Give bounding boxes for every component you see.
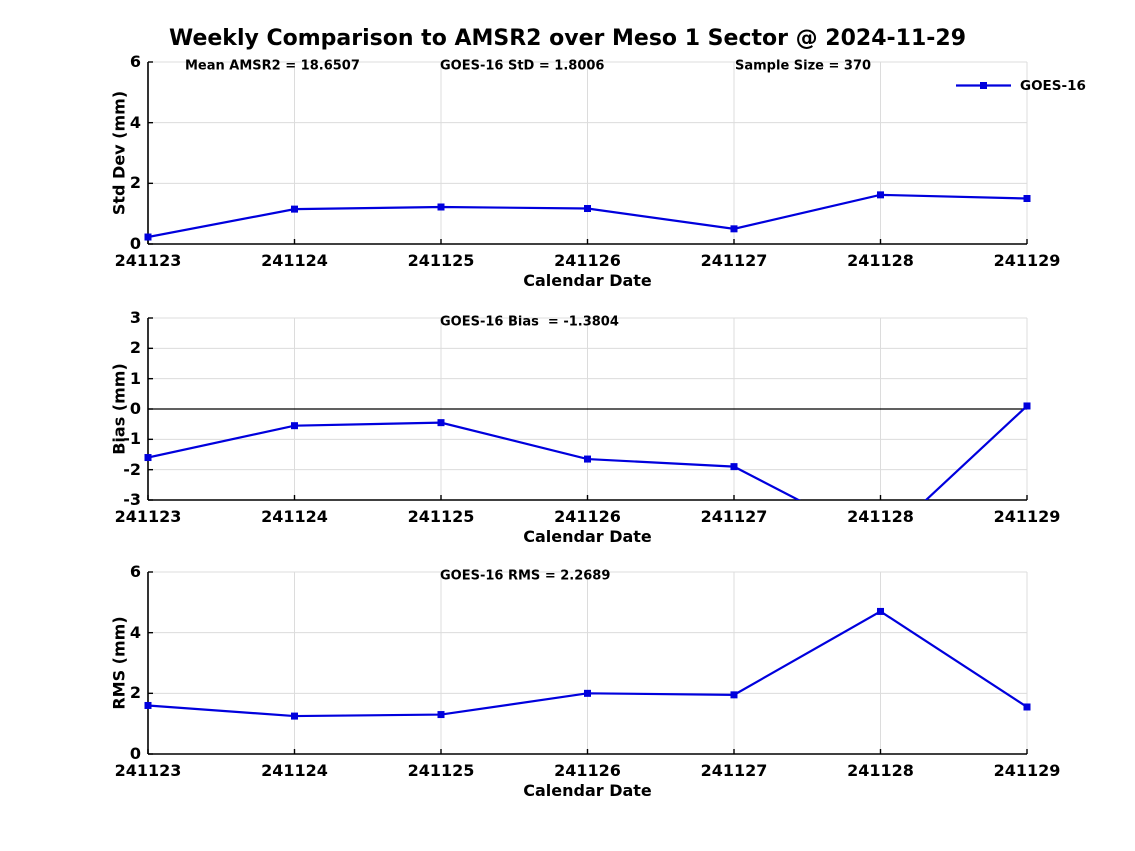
stddev-xtick-label: 241124 xyxy=(261,251,328,270)
rms-xtick-label: 241126 xyxy=(554,761,621,780)
stddev-annotation: Sample Size = 370 xyxy=(735,58,872,74)
legend-label: GOES-16 xyxy=(1020,77,1086,94)
bias-xtick-label: 241123 xyxy=(114,507,182,526)
bias-ytick-label: -2 xyxy=(123,459,141,479)
rms-ytick-label: 2 xyxy=(129,683,141,703)
stddev-xtick-label: 241126 xyxy=(554,251,621,270)
bias-xtick-label: 241129 xyxy=(993,507,1061,526)
legend-marker-sample xyxy=(980,82,987,89)
rms-data-markers xyxy=(144,607,1031,720)
bias-ylabel: Bias (mm) xyxy=(109,363,129,455)
legend xyxy=(956,82,1011,89)
stddev-xlabel: Calendar Date xyxy=(523,271,652,290)
bias-annotation: GOES-16 Bias = -1.3804 xyxy=(440,314,619,330)
stddev-ytick-label: 6 xyxy=(129,52,141,72)
figure-title: Weekly Comparison to AMSR2 over Meso 1 S… xyxy=(168,26,967,51)
stddev-xtick-label: 241129 xyxy=(993,251,1061,270)
bias-xtick-label: 241125 xyxy=(407,507,475,526)
stddev-ytick-label: 0 xyxy=(129,234,141,254)
stddev-annotation: Mean AMSR2 = 18.6507 xyxy=(185,58,360,74)
bias-xtick-label: 241124 xyxy=(261,507,328,526)
rms-xtick-label: 241129 xyxy=(993,761,1061,780)
bias-xtick-label: 241126 xyxy=(554,507,621,526)
stddev-xtick-label: 241123 xyxy=(114,251,182,270)
rms-xtick-label: 241124 xyxy=(261,761,328,780)
bias-ytick-label: 0 xyxy=(129,399,141,419)
rms-xtick-label: 241125 xyxy=(407,761,475,780)
rms-plot xyxy=(144,571,1031,755)
bias-plot xyxy=(144,317,1031,501)
rms-ytick-label: 6 xyxy=(129,562,141,582)
rms-xtick-label: 241128 xyxy=(847,761,914,780)
bias-ytick-label: -1 xyxy=(123,429,141,449)
stddev-plot xyxy=(144,61,1031,245)
stddev-ytick-label: 4 xyxy=(129,112,141,132)
rms-annotation: GOES-16 RMS = 2.2689 xyxy=(440,568,611,584)
stddev-data-markers xyxy=(144,191,1031,241)
bias-data-markers xyxy=(144,402,1031,471)
rms-xtick-label: 241127 xyxy=(700,761,768,780)
stddev-annotation: GOES-16 StD = 1.8006 xyxy=(440,58,605,74)
bias-xtick-label: 241127 xyxy=(700,507,768,526)
rms-ytick-label: 0 xyxy=(129,744,141,764)
bias-xlabel: Calendar Date xyxy=(523,527,652,546)
bias-xtick-label: 241128 xyxy=(847,507,914,526)
rms-xlabel: Calendar Date xyxy=(523,781,652,800)
rms-ylabel: RMS (mm) xyxy=(109,616,129,710)
bias-ticks xyxy=(147,317,1028,501)
bias-ytick-label: 3 xyxy=(129,308,141,328)
stddev-ytick-label: 2 xyxy=(129,173,141,193)
stddev-xtick-label: 241127 xyxy=(700,251,768,270)
bias-ytick-label: 1 xyxy=(129,368,141,388)
rms-xtick-label: 241123 xyxy=(114,761,182,780)
bias-ytick-label: 2 xyxy=(129,338,141,358)
rms-ytick-label: 4 xyxy=(129,622,141,642)
rms-ticks xyxy=(147,571,1028,755)
bias-ytick-label: -3 xyxy=(123,490,141,510)
stddev-xtick-label: 241125 xyxy=(407,251,475,270)
stddev-xtick-label: 241128 xyxy=(847,251,914,270)
stddev-grid xyxy=(147,61,1028,245)
stddev-ylabel: Std Dev (mm) xyxy=(109,90,129,216)
